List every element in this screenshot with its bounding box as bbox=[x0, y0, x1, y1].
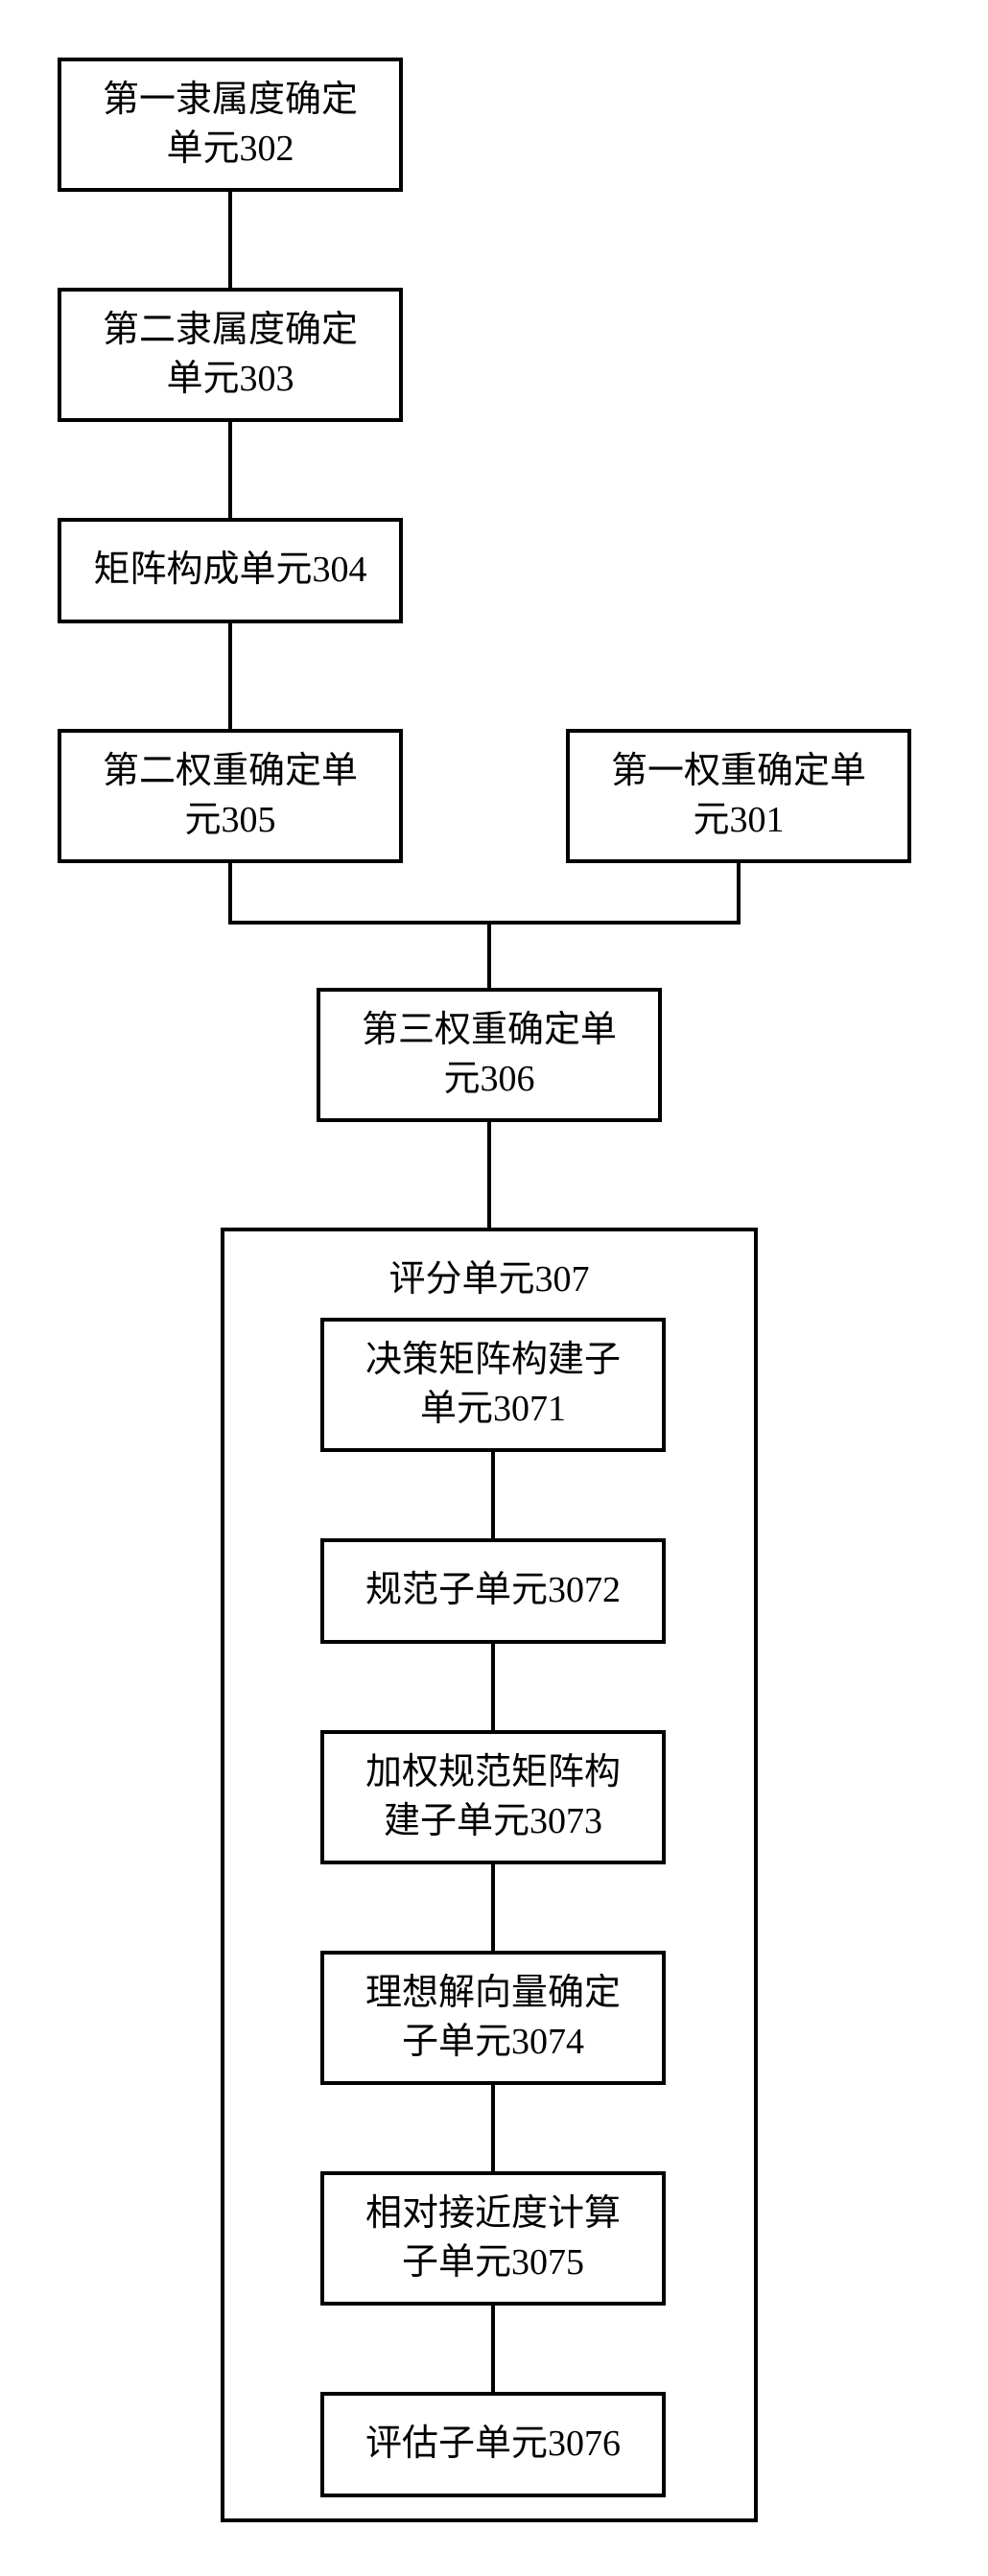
node-302: 第一隶属度确定单元302 bbox=[58, 58, 403, 192]
node-307-title: 评分单元307 bbox=[224, 1249, 754, 1301]
node-3075-label: 相对接近度计算子单元3075 bbox=[365, 2190, 621, 2288]
node-3071-label: 决策矩阵构建子单元3071 bbox=[365, 1336, 621, 1435]
node-3071: 决策矩阵构建子单元3071 bbox=[320, 1318, 666, 1452]
node-3076-label: 评估子单元3076 bbox=[365, 2420, 621, 2469]
edge-merge-horizontal bbox=[228, 921, 741, 925]
node-304: 矩阵构成单元304 bbox=[58, 518, 403, 623]
edge-3074-3075 bbox=[491, 2085, 495, 2171]
node-3073: 加权规范矩阵构建子单元3073 bbox=[320, 1730, 666, 1864]
node-302-label: 第一隶属度确定单元302 bbox=[103, 76, 358, 175]
node-3074: 理想解向量确定子单元3074 bbox=[320, 1951, 666, 2085]
node-307-label: 评分单元307 bbox=[388, 1259, 589, 1300]
edge-303-304 bbox=[228, 422, 232, 518]
node-3072-label: 规范子单元3072 bbox=[365, 1566, 621, 1615]
node-306-label: 第三权重确定单元306 bbox=[362, 1006, 617, 1105]
node-3072: 规范子单元3072 bbox=[320, 1538, 666, 1644]
edge-306-307 bbox=[487, 1122, 491, 1228]
edge-3073-3074 bbox=[491, 1864, 495, 1951]
edge-301-down bbox=[737, 863, 741, 921]
node-301: 第一权重确定单元301 bbox=[566, 729, 911, 863]
flowchart-canvas: 第一隶属度确定单元302 第二隶属度确定单元303 矩阵构成单元304 第二权重… bbox=[0, 0, 988, 2576]
edge-302-303 bbox=[228, 192, 232, 288]
node-3073-label: 加权规范矩阵构建子单元3073 bbox=[365, 1748, 621, 1847]
node-307-container: 评分单元307 决策矩阵构建子单元3071 规范子单元3072 加权规范矩阵构建… bbox=[221, 1228, 758, 2522]
edge-305-down bbox=[228, 863, 232, 921]
node-303-label: 第二隶属度确定单元303 bbox=[103, 306, 358, 405]
edge-3071-3072 bbox=[491, 1452, 495, 1538]
node-304-label: 矩阵构成单元304 bbox=[93, 546, 366, 595]
node-303: 第二隶属度确定单元303 bbox=[58, 288, 403, 422]
node-305-label: 第二权重确定单元305 bbox=[103, 747, 358, 846]
node-3076: 评估子单元3076 bbox=[320, 2392, 666, 2497]
edge-3072-3073 bbox=[491, 1644, 495, 1730]
node-306: 第三权重确定单元306 bbox=[317, 988, 662, 1122]
edge-merge-to-306 bbox=[487, 921, 491, 988]
node-305: 第二权重确定单元305 bbox=[58, 729, 403, 863]
node-301-label: 第一权重确定单元301 bbox=[611, 747, 866, 846]
edge-3075-3076 bbox=[491, 2306, 495, 2392]
node-3074-label: 理想解向量确定子单元3074 bbox=[365, 1969, 621, 2068]
edge-304-305 bbox=[228, 623, 232, 729]
node-3075: 相对接近度计算子单元3075 bbox=[320, 2171, 666, 2306]
